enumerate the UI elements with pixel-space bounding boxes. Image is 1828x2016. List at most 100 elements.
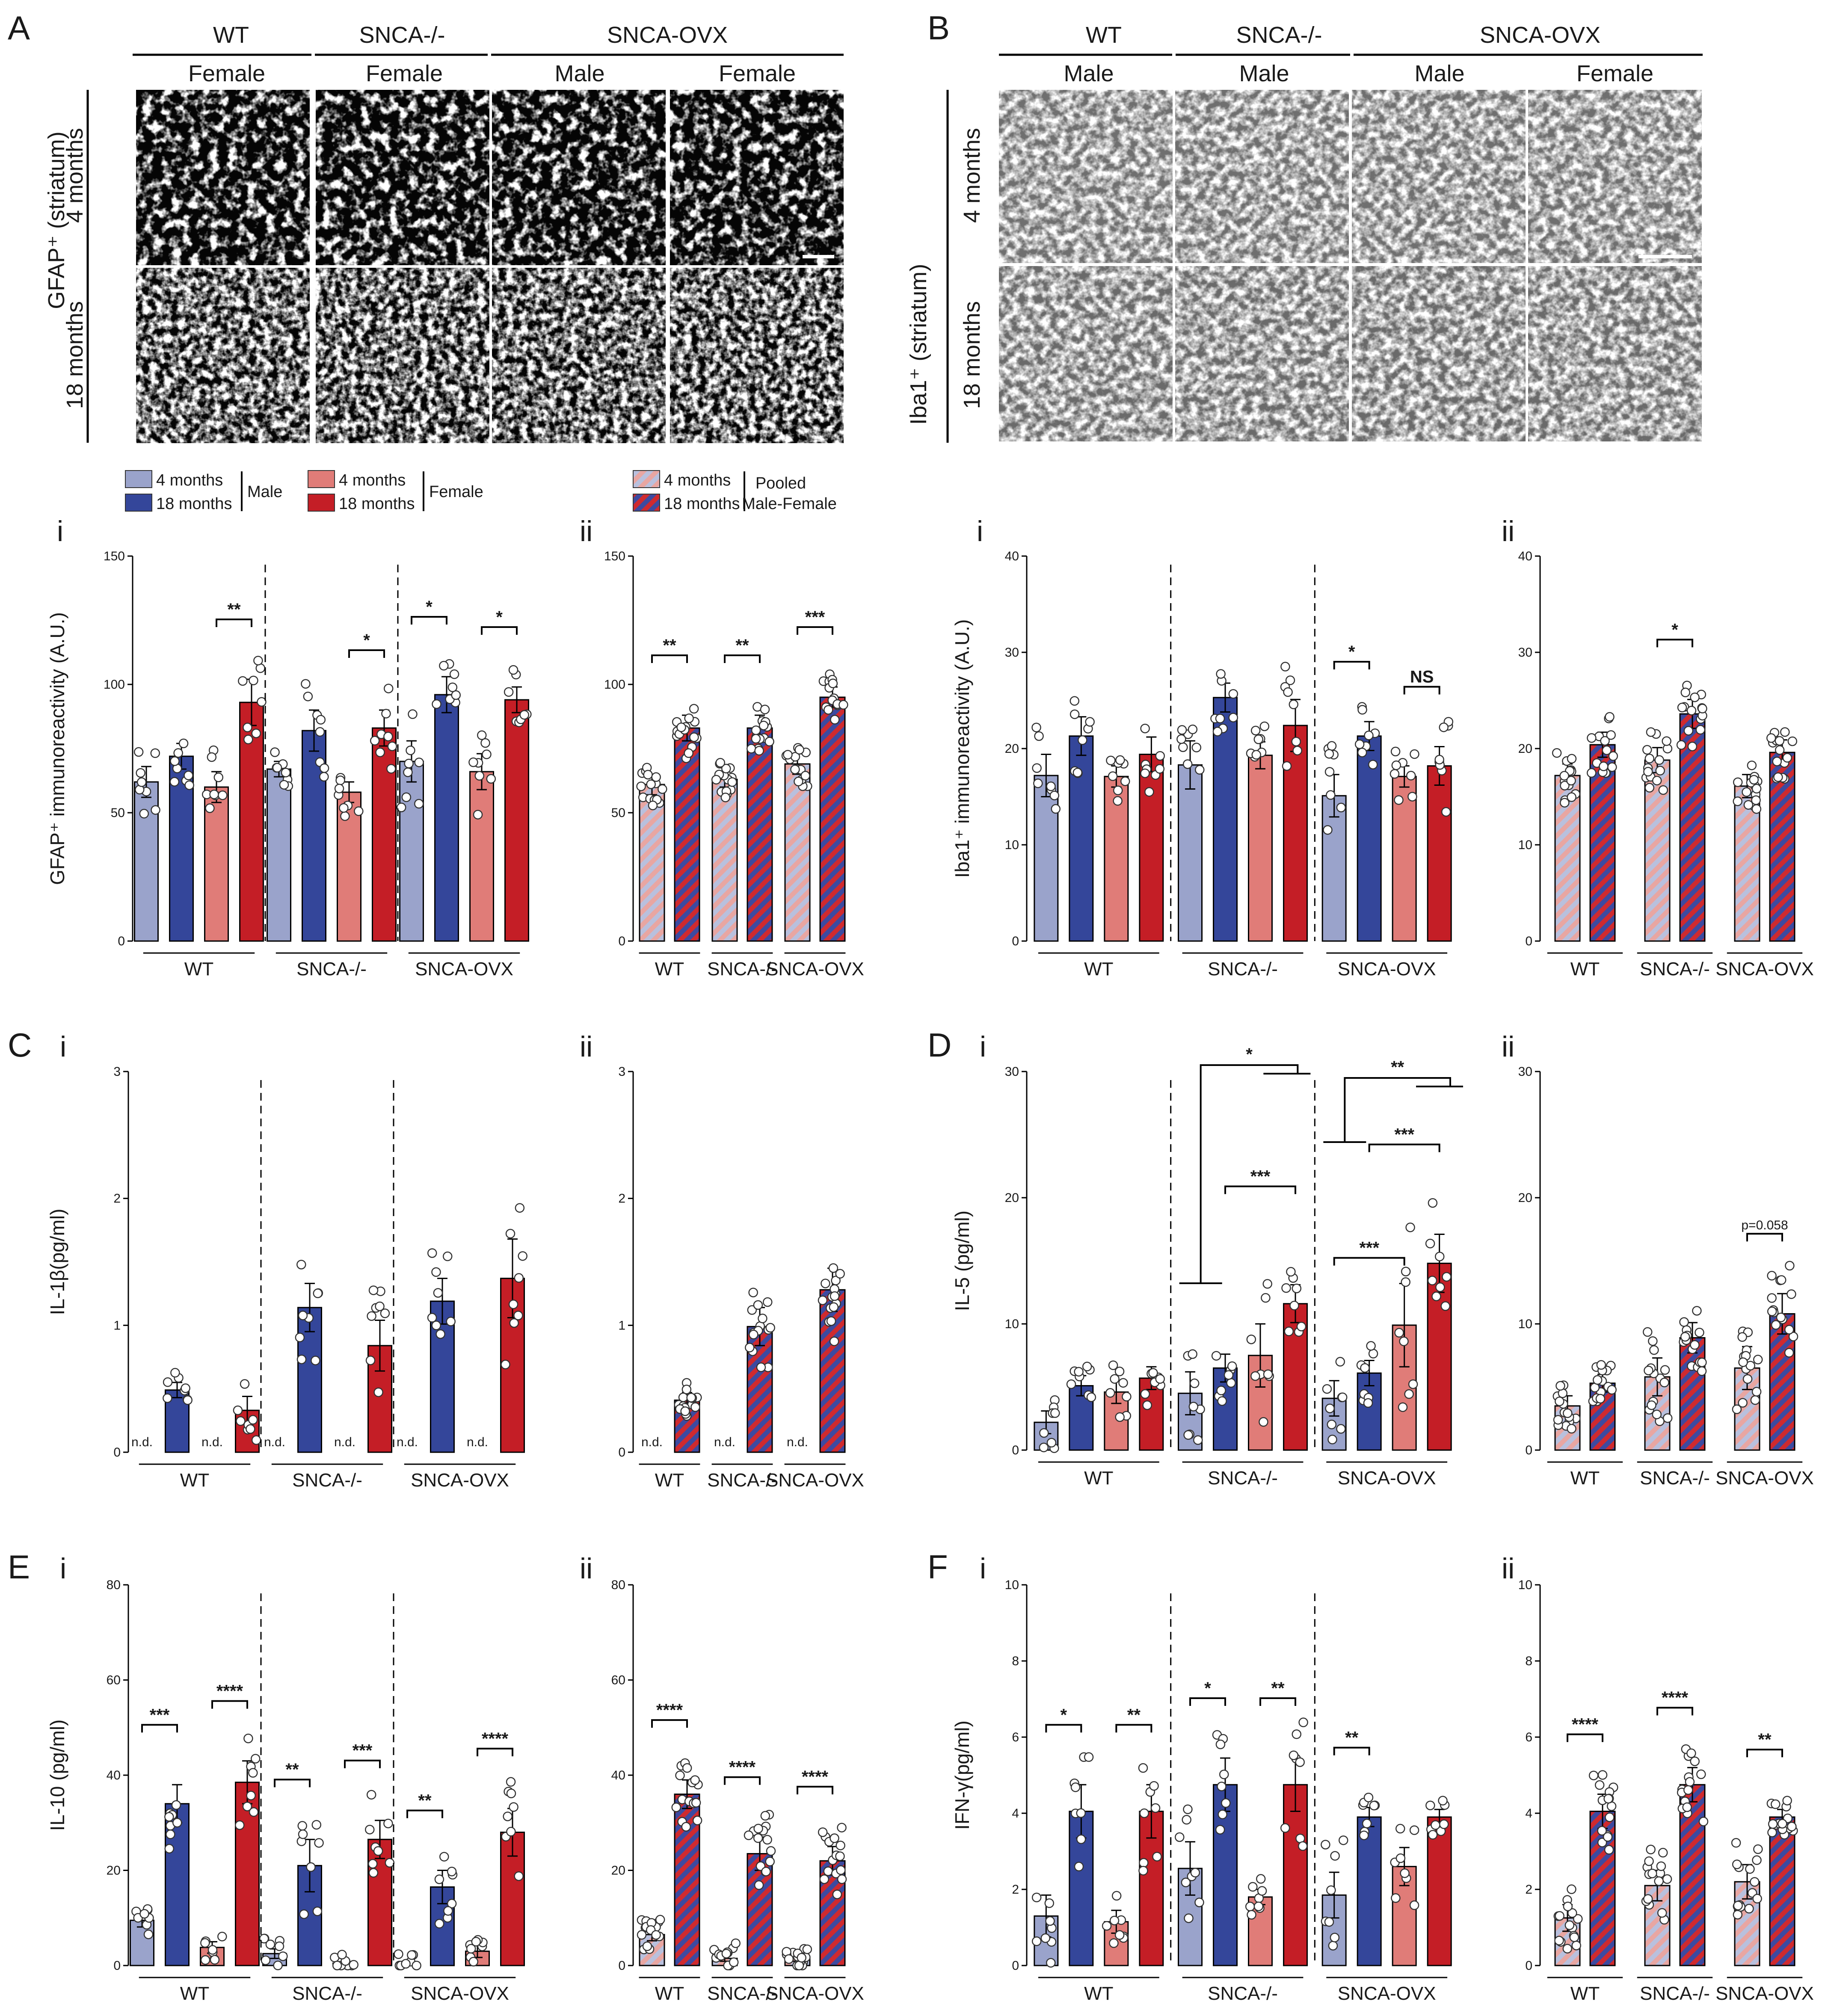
data-point <box>1771 1320 1781 1330</box>
data-point <box>766 1846 776 1856</box>
y-tick-label: 30 <box>1518 645 1532 660</box>
bar <box>1283 1784 1308 1966</box>
legend-swatch-pooled-4m <box>633 470 660 488</box>
data-point <box>1775 736 1785 746</box>
data-point <box>1219 1769 1229 1779</box>
data-point <box>1438 1796 1448 1806</box>
data-point <box>1390 746 1401 757</box>
data-point <box>136 777 147 787</box>
data-point <box>248 1415 258 1425</box>
group-label: SNCA-OVX <box>411 1983 509 2004</box>
data-point <box>760 705 770 714</box>
data-point <box>434 1874 444 1884</box>
data-point <box>689 732 699 742</box>
data-point <box>1738 1357 1748 1367</box>
data-point <box>184 770 193 781</box>
data-point <box>403 767 413 777</box>
data-point <box>1677 702 1687 713</box>
micrograph-texture <box>1175 266 1349 441</box>
y-tick-label: 1 <box>113 1318 121 1332</box>
y-axis-label: IL-10 (pg/ml) <box>46 1720 68 1831</box>
data-point <box>1292 1283 1302 1294</box>
data-point <box>1228 689 1238 699</box>
data-point <box>676 722 686 732</box>
data-point <box>1649 1345 1659 1355</box>
data-point <box>1439 1819 1449 1829</box>
y-tick-label: 0 <box>113 1445 121 1459</box>
legend-swatch-male-4m <box>125 470 152 488</box>
data-point <box>797 1953 806 1963</box>
group-label: SNCA-OVX <box>1338 959 1436 980</box>
y-tick-label: 20 <box>611 1864 625 1878</box>
significance-bracket <box>406 1809 443 1818</box>
data-point <box>366 1790 376 1800</box>
data-point <box>1148 1368 1158 1378</box>
panel-letter-a: A <box>8 9 30 47</box>
data-point <box>1428 1198 1438 1208</box>
data-point <box>1284 1326 1294 1336</box>
data-point <box>1256 1874 1266 1884</box>
data-point <box>1335 1357 1345 1367</box>
data-point <box>1405 1223 1415 1232</box>
micrograph-panel-a: WT SNCA-/- SNCA-OVX Female Female Male F… <box>44 22 844 443</box>
significance-bracket <box>1224 1185 1296 1194</box>
comparison-bracket <box>1323 1077 1463 1143</box>
data-point <box>383 731 393 742</box>
y-tick-label: 8 <box>1012 1654 1019 1668</box>
data-point <box>794 1960 804 1971</box>
data-point <box>508 665 518 675</box>
data-point <box>1401 1277 1410 1287</box>
y-tick-label: 10 <box>1005 838 1019 852</box>
data-point <box>1322 1384 1332 1394</box>
data-point <box>1188 1402 1199 1412</box>
significance-bracket <box>1567 1733 1603 1742</box>
data-point <box>243 722 252 732</box>
significance-bracket <box>211 1700 248 1709</box>
data-point <box>427 1248 437 1258</box>
significance-label: * <box>496 608 503 627</box>
data-point <box>1113 796 1123 806</box>
group-label: SNCA-/- <box>1640 1983 1710 2004</box>
data-point <box>1218 1809 1227 1820</box>
data-point <box>818 1827 828 1837</box>
data-point <box>439 661 449 671</box>
data-point <box>433 1288 443 1298</box>
significance-bracket <box>1746 1749 1783 1758</box>
data-point <box>235 1820 245 1830</box>
data-point <box>335 776 345 785</box>
data-point <box>178 738 189 749</box>
sex-header: Male <box>1064 61 1114 86</box>
significance-bracket <box>1045 1724 1082 1733</box>
data-point <box>1605 712 1615 722</box>
chart-bi: 0 10 20 30 40 Iba1⁺ immunoreactivity (A.U.) WT… <box>951 549 1454 980</box>
data-point <box>1046 1438 1057 1448</box>
data-point <box>164 1844 174 1854</box>
legend-label: 4 months <box>664 471 731 489</box>
significance-bracket <box>141 1724 178 1733</box>
data-point <box>1552 748 1562 758</box>
data-point <box>1643 1894 1653 1904</box>
data-point <box>1280 1823 1290 1833</box>
significance-label: ** <box>1127 1705 1141 1724</box>
data-point <box>1292 1729 1301 1739</box>
data-point <box>251 728 261 738</box>
bar <box>1679 1337 1706 1451</box>
data-point <box>1595 1394 1606 1404</box>
legend-label: Male <box>247 483 282 501</box>
data-point <box>651 1930 661 1940</box>
data-point <box>1391 760 1401 770</box>
data-point <box>754 1880 764 1890</box>
y-tick-label: 40 <box>611 1768 625 1782</box>
data-point <box>1227 1361 1237 1371</box>
data-point <box>1032 763 1042 773</box>
data-point <box>1073 767 1083 778</box>
data-point <box>432 699 441 709</box>
data-point <box>1085 717 1095 727</box>
data-point <box>1084 1752 1094 1762</box>
data-point <box>1770 1799 1781 1809</box>
data-point <box>1228 713 1238 722</box>
data-point <box>1696 1769 1706 1779</box>
data-point <box>1395 1824 1405 1834</box>
data-point <box>1682 1802 1692 1812</box>
y-tick-label: 20 <box>1005 742 1019 756</box>
